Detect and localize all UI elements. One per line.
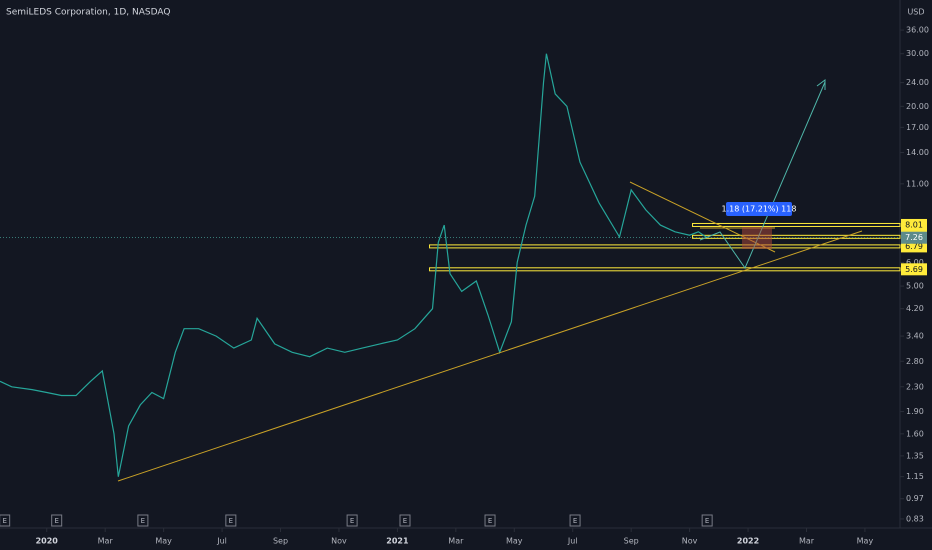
earnings-marker <box>399 514 411 527</box>
earnings-marker <box>0 514 11 527</box>
y-tick-label: 0.83 <box>906 514 924 523</box>
y-tick-label: 1.60 <box>906 429 924 438</box>
x-tick-label: Sep <box>273 537 288 546</box>
y-tick-label: 36.00 <box>906 26 929 35</box>
y-tick-label: 14.00 <box>906 148 929 157</box>
earnings-marker <box>137 514 149 527</box>
price-label: 6.79 <box>905 242 923 251</box>
earnings-label: E <box>573 517 577 525</box>
measure-label: 1.18 (17.21%) 118 <box>722 205 797 214</box>
y-tick-label: 1.90 <box>906 407 924 416</box>
price-line <box>0 53 708 477</box>
earnings-label: E <box>2 517 6 525</box>
axis-unit: USD <box>907 8 924 17</box>
earnings-marker <box>225 514 237 527</box>
earnings-label: E <box>705 517 709 525</box>
last-price-bg <box>901 231 927 244</box>
earnings-marker <box>701 514 713 527</box>
earnings-label: E <box>403 517 407 525</box>
x-tick-label: 2021 <box>386 537 409 546</box>
earnings-label: E <box>141 517 145 525</box>
projection-arrow <box>816 79 826 90</box>
y-tick-label: 3.40 <box>906 332 924 341</box>
y-tick-label: 1.35 <box>906 451 924 460</box>
x-tick-label: Jul <box>216 537 227 546</box>
level-zone <box>429 267 901 272</box>
earnings-label: E <box>229 517 233 525</box>
level-zone <box>692 222 901 227</box>
measure-box <box>742 227 772 249</box>
price-label: 5.69 <box>905 265 923 274</box>
y-tick-label: 2.80 <box>906 357 924 366</box>
earnings-label: E <box>488 517 492 525</box>
y-tick-label: 0.97 <box>906 494 924 503</box>
projection-path <box>699 81 826 270</box>
y-tick-label: 1.15 <box>906 472 924 481</box>
y-tick-label: 11.00 <box>906 179 929 188</box>
y-tick-label: 5.00 <box>906 282 924 291</box>
y-tick-label: 2.30 <box>906 382 924 391</box>
x-tick-label: Mar <box>448 537 464 546</box>
price-label-bg <box>901 263 927 276</box>
x-tick-label: May <box>506 537 523 546</box>
x-tick-label: 2020 <box>36 537 59 546</box>
price-label-bg <box>901 218 927 231</box>
x-tick-label: Mar <box>98 537 114 546</box>
y-tick-label: 30.00 <box>906 49 929 58</box>
y-tick-label: 20.00 <box>906 102 929 111</box>
x-tick-label: Nov <box>331 537 347 546</box>
earnings-marker <box>569 514 581 527</box>
y-tick-label: 4.20 <box>906 304 924 313</box>
trend-line <box>117 230 863 482</box>
x-tick-label: Sep <box>624 537 639 546</box>
y-tick-label: 24.00 <box>906 78 929 87</box>
y-tick-label: 17.00 <box>906 123 929 132</box>
earnings-label: E <box>54 517 58 525</box>
x-tick-label: Mar <box>799 537 815 546</box>
x-tick-label: May <box>857 537 874 546</box>
x-tick-label: Jul <box>567 537 578 546</box>
earnings-marker <box>51 514 63 527</box>
earnings-marker <box>484 514 496 527</box>
last-price-label: 7.26 <box>905 233 923 242</box>
price-label: 8.01 <box>905 220 923 229</box>
x-tick-label: Nov <box>682 537 698 546</box>
earnings-label: E <box>350 517 354 525</box>
chart-title: SemiLEDS Corporation, 1D, NASDAQ <box>6 8 170 18</box>
x-tick-label: May <box>155 537 172 546</box>
level-zone <box>692 234 901 239</box>
measure-label-bg <box>726 202 792 216</box>
y-tick-label: 6.00 <box>906 258 924 267</box>
earnings-marker <box>346 514 358 527</box>
x-tick-label: 2022 <box>737 537 759 546</box>
level-zone <box>429 244 901 249</box>
plot-area <box>0 53 901 477</box>
